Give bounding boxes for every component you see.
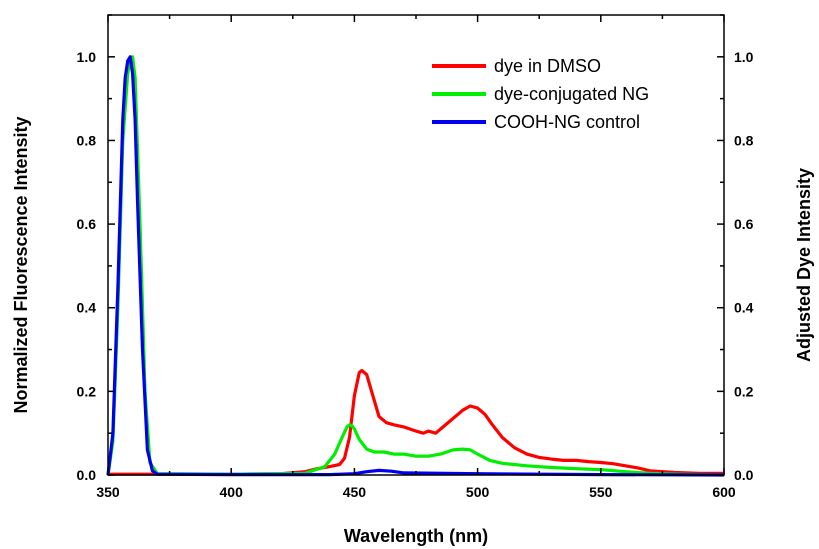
x-tick-label: 350 [96, 484, 120, 500]
y-tick-label: 0.8 [77, 132, 97, 148]
y-tick-label: 0.6 [77, 216, 97, 232]
axes: 350 400 450 500 550 6000.00.20.40.60.81.00.00… [77, 14, 754, 500]
y2-tick-label: 0.2 [734, 383, 754, 399]
x-tick-label: 550 [589, 484, 613, 500]
series-line-2 [106, 55, 725, 477]
y-tick-label: 1.0 [77, 49, 97, 65]
series-lines [106, 55, 725, 477]
x-tick-label: 450 [343, 484, 367, 500]
y2-tick-label: 1.0 [734, 49, 754, 65]
legend-label-0: dye in DMSO [494, 56, 601, 76]
series-line-1 [106, 55, 725, 477]
y2-axis-title: Adjusted Dye Intensity [794, 168, 814, 362]
x-axis-title: Wavelength (nm) [344, 526, 488, 546]
y-tick-label: 0.0 [77, 467, 97, 483]
y2-tick-label: 0.4 [734, 300, 754, 316]
y-axis-title: Normalized Fluorescence Intensity [11, 116, 31, 413]
x-tick-label: 600 [712, 484, 736, 500]
x-tick-label: 500 [466, 484, 490, 500]
y2-tick-label: 0.0 [734, 467, 754, 483]
y-tick-label: 0.4 [77, 300, 97, 316]
legend: dye in DMSO dye-conjugated NG COOH-NG cont… [432, 56, 649, 132]
y2-tick-label: 0.8 [734, 132, 754, 148]
legend-label-2: COOH-NG control [494, 112, 640, 132]
y2-tick-label: 0.6 [734, 216, 754, 232]
x-tick-label: 400 [220, 484, 244, 500]
series-line-0 [108, 368, 724, 476]
legend-label-1: dye-conjugated NG [494, 84, 649, 104]
y-tick-label: 0.2 [77, 383, 97, 399]
